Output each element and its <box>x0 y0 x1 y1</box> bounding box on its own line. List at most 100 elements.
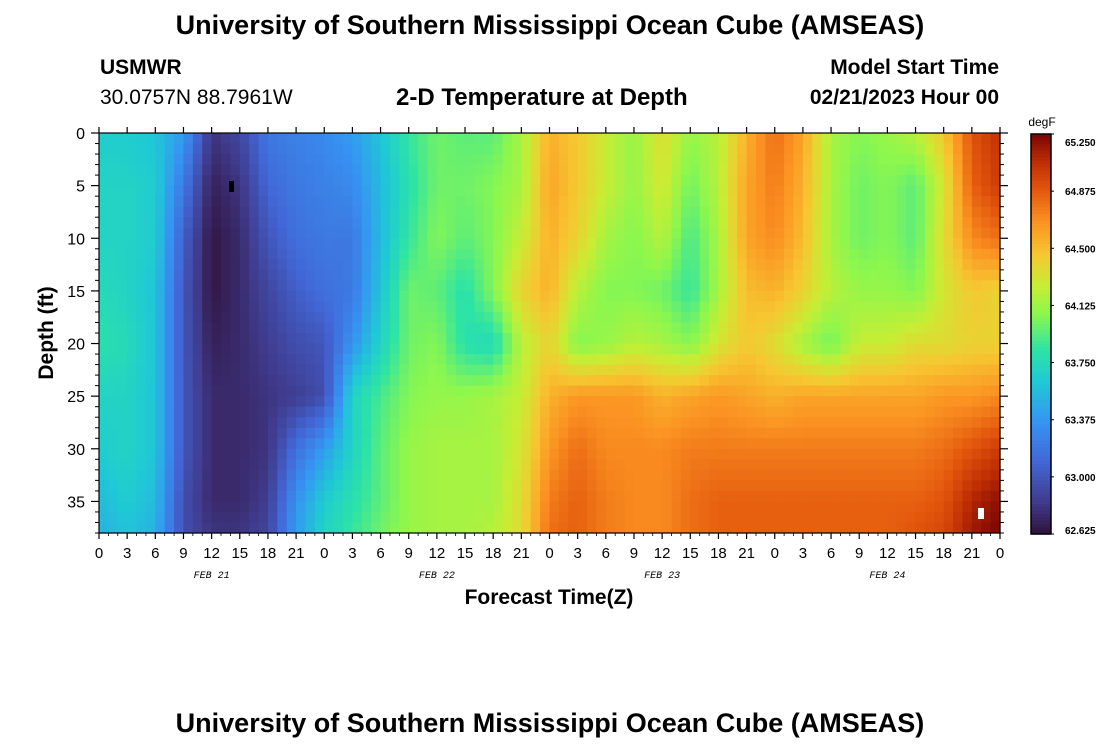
heatmap-cell <box>652 227 663 239</box>
heatmap-cell <box>643 385 654 397</box>
heatmap-cell <box>145 143 156 155</box>
heatmap-cell <box>906 154 917 166</box>
heatmap-cell <box>446 206 457 218</box>
heatmap-cell <box>558 511 569 524</box>
heatmap-cell <box>981 354 992 366</box>
heatmap-cell <box>558 385 569 397</box>
heatmap-cell <box>981 364 992 376</box>
heatmap-cell <box>493 133 504 145</box>
colorbar-segment <box>1031 530 1051 535</box>
heatmap-cell <box>343 480 354 492</box>
heatmap-cell <box>296 154 307 166</box>
heatmap-cell <box>267 385 278 397</box>
heatmap-cell <box>343 501 354 513</box>
heatmap-cell <box>230 185 241 197</box>
heatmap-cell <box>887 438 898 450</box>
heatmap-cell <box>774 438 785 450</box>
heatmap-cell <box>558 290 569 303</box>
heatmap-cell <box>465 396 476 408</box>
heatmap-cell <box>849 522 860 534</box>
heatmap-cell <box>202 333 213 345</box>
heatmap-cell <box>286 501 297 513</box>
heatmap-cell <box>530 511 541 524</box>
heatmap-cell <box>483 133 494 145</box>
heatmap-cell <box>981 333 992 345</box>
heatmap-cell <box>108 469 119 481</box>
heatmap-cell <box>924 143 935 155</box>
heatmap-cell <box>333 490 344 503</box>
heatmap-cell <box>521 143 532 155</box>
heatmap-cell <box>709 133 720 145</box>
marker-max-temp <box>978 508 984 519</box>
heatmap-cell <box>108 522 119 534</box>
heatmap-cell <box>877 280 888 292</box>
heatmap-cell <box>680 217 691 229</box>
heatmap-cell <box>699 490 710 503</box>
heatmap-cell <box>793 133 804 145</box>
heatmap-cell <box>296 217 307 229</box>
heatmap-cell <box>831 480 842 492</box>
heatmap-cell <box>577 259 588 271</box>
heatmap-cell <box>587 322 598 334</box>
heatmap-cell <box>549 227 560 239</box>
heatmap-cell <box>540 196 551 208</box>
heatmap-cell <box>455 238 466 250</box>
heatmap-cell <box>239 511 250 524</box>
heatmap-cell <box>643 364 654 376</box>
heatmap-cell <box>117 227 128 239</box>
heatmap-cell <box>352 322 363 334</box>
heatmap-cell <box>305 480 316 492</box>
heatmap-cell <box>483 490 494 503</box>
heatmap-cell <box>755 311 766 324</box>
heatmap-cell <box>239 301 250 313</box>
heatmap-cell <box>887 196 898 208</box>
heatmap-cell <box>418 375 429 387</box>
heatmap-cell <box>746 406 757 418</box>
heatmap-cell <box>249 175 260 187</box>
heatmap-cell <box>521 248 532 260</box>
heatmap-cell <box>680 522 691 534</box>
heatmap-cell <box>540 238 551 250</box>
heatmap-cell <box>446 238 457 250</box>
heatmap-cell <box>174 364 185 376</box>
heatmap-cell <box>587 227 598 239</box>
heatmap-cell <box>737 227 748 239</box>
heatmap-cell <box>446 259 457 271</box>
heatmap-cell <box>164 375 175 387</box>
heatmap-cell <box>755 322 766 334</box>
heatmap-cell <box>117 154 128 166</box>
heatmap-cell <box>624 164 635 176</box>
x-tick-label: 18 <box>935 545 952 562</box>
heatmap-cell <box>408 522 419 534</box>
heatmap-cell <box>877 196 888 208</box>
heatmap-cell <box>455 438 466 450</box>
colorbar-segment <box>1031 180 1051 185</box>
heatmap-cell <box>202 480 213 492</box>
heatmap-cell <box>192 259 203 271</box>
heatmap-cell <box>145 269 156 281</box>
heatmap-cell <box>418 501 429 513</box>
heatmap-cell <box>943 333 954 345</box>
heatmap-cell <box>615 469 626 481</box>
heatmap-cell <box>877 354 888 366</box>
heatmap-cell <box>840 269 851 281</box>
heatmap-cell <box>183 248 194 260</box>
heatmap-cell <box>221 217 231 229</box>
heatmap-cell <box>230 206 241 218</box>
colorbar-segment <box>1031 230 1051 235</box>
heatmap-cell <box>343 259 354 271</box>
heatmap-cell <box>568 164 579 176</box>
heatmap-cell <box>192 143 203 155</box>
heatmap-cell <box>521 227 532 239</box>
heatmap-cell <box>896 354 907 366</box>
heatmap-cell <box>981 406 992 418</box>
heatmap-cell <box>408 469 419 481</box>
heatmap-cell <box>127 217 138 229</box>
heatmap-cell <box>755 164 766 176</box>
heatmap-cell <box>868 480 879 492</box>
heatmap-cell <box>380 269 391 281</box>
heatmap-cell <box>418 185 429 197</box>
heatmap-cell <box>202 459 213 471</box>
heatmap-cell <box>239 217 250 229</box>
heatmap-cell <box>540 175 551 187</box>
